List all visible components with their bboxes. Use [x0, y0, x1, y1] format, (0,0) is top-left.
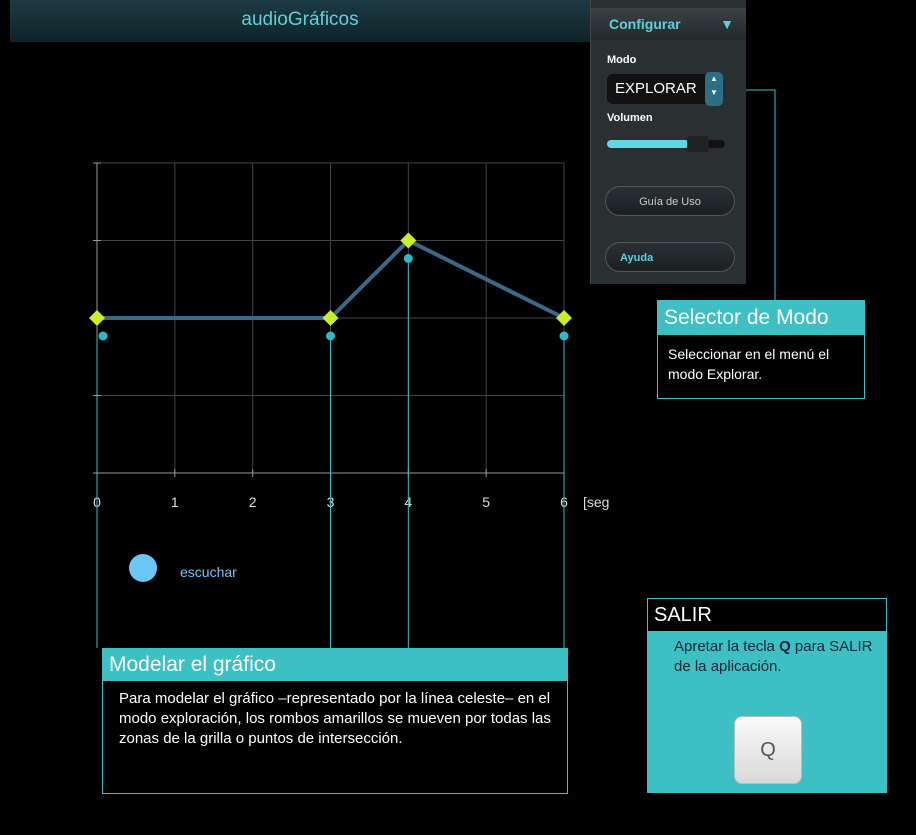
exit-callout-title: SALIR	[648, 599, 886, 631]
model-callout: Modelar el gráfico Para modelar el gráfi…	[102, 648, 568, 794]
volume-label: Volumen	[607, 112, 653, 124]
audio-point	[326, 331, 335, 341]
mode-label: Modo	[607, 54, 637, 66]
volume-knob[interactable]	[687, 136, 709, 152]
mode-callout-title: Selector de Modo	[658, 301, 864, 335]
help-button[interactable]: Ayuda	[605, 242, 735, 272]
volume-track	[607, 140, 725, 148]
exit-callout: SALIR Apretar la tecla Q para SALIR de l…	[647, 598, 887, 793]
x-tick-label: 2	[249, 494, 257, 510]
mode-callout-body: Seleccionar en el menú el modo Explorar.	[668, 346, 830, 382]
audio-point	[403, 254, 413, 263]
x-tick-label: 1	[171, 494, 179, 510]
exit-callout-body: Apretar la tecla Q para SALIR de la apli…	[648, 631, 886, 677]
diamond-marker	[89, 310, 105, 326]
model-callout-title: Modelar el gráfico	[103, 649, 567, 681]
data-line	[97, 238, 565, 320]
diamond-marker	[322, 310, 339, 326]
app-title: audioGráficos	[10, 0, 590, 42]
listen-button[interactable]	[129, 554, 157, 582]
audio-point	[98, 331, 108, 341]
config-header-text: Configurar	[609, 16, 681, 32]
exit-key: Q	[779, 638, 791, 655]
x-tick-label: 5	[482, 494, 490, 510]
mode-select[interactable]: EXPLORAR	[607, 74, 717, 104]
key-cap[interactable]: Q	[734, 716, 802, 784]
volume-fill	[607, 140, 689, 148]
listen-label[interactable]: escuchar	[180, 564, 237, 580]
mode-callout: Selector de Modo Seleccionar en el menú …	[657, 300, 865, 399]
guide-button[interactable]: Guía de Uso	[605, 186, 735, 216]
config-header[interactable]: Configurar ▼	[591, 8, 746, 40]
exit-text: Apretar la tecla	[674, 638, 775, 655]
diamond-marker	[400, 232, 417, 249]
dropdown-arrow: ▼	[720, 16, 734, 32]
model-callout-body: Para modelar el gráfico –representado po…	[119, 690, 551, 747]
config-panel: Configurar ▼ Modo EXPLORAR ▲ ▼ Volumen Gu…	[590, 0, 746, 284]
connector	[735, 89, 776, 300]
mode-spinner[interactable]: ▲ ▼	[705, 72, 723, 106]
x-axis-label: [seg	[583, 494, 609, 510]
audio-point	[559, 331, 569, 341]
exit-text: para SALIR de la aplicación.	[674, 638, 873, 675]
diamond-marker	[556, 310, 572, 326]
